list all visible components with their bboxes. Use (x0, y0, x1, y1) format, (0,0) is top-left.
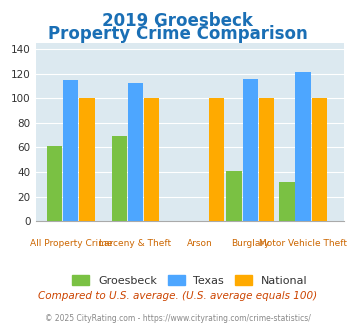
Bar (312, 98, 327, 221)
Text: © 2025 CityRating.com - https://www.cityrating.com/crime-statistics/: © 2025 CityRating.com - https://www.city… (45, 314, 310, 323)
Bar (79, 98, 95, 221)
Text: Property Crime Comparison: Property Crime Comparison (48, 25, 307, 43)
Text: Larceny & Theft: Larceny & Theft (99, 239, 171, 248)
Text: Compared to U.S. average. (U.S. average equals 100): Compared to U.S. average. (U.S. average … (38, 291, 317, 301)
Bar (111, 136, 127, 221)
Text: Arson: Arson (187, 239, 213, 248)
Bar (259, 98, 274, 221)
Text: Burglary: Burglary (231, 239, 269, 248)
Text: All Property Crime: All Property Crime (29, 239, 112, 248)
Bar (47, 146, 62, 221)
Text: Motor Vehicle Theft: Motor Vehicle Theft (259, 239, 347, 248)
Bar (242, 79, 258, 221)
Bar (63, 80, 78, 221)
Bar (128, 83, 143, 221)
Text: 2019 Groesbeck: 2019 Groesbeck (102, 12, 253, 30)
Bar (144, 98, 159, 221)
Legend: Groesbeck, Texas, National: Groesbeck, Texas, National (68, 271, 312, 290)
Bar (226, 171, 242, 221)
Bar (295, 72, 311, 221)
Bar (279, 182, 295, 221)
Bar (209, 98, 224, 221)
